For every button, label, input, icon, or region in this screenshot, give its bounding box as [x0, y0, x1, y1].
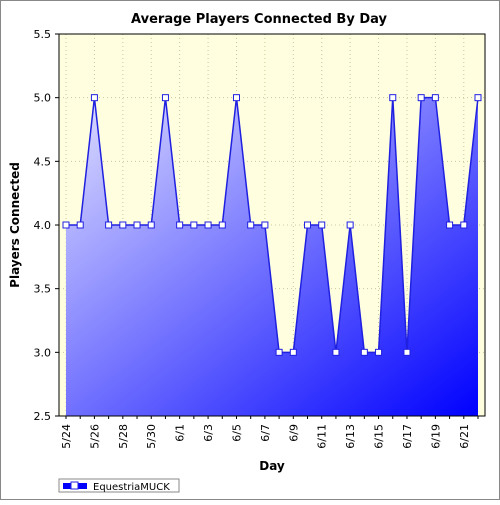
data-point [332, 348, 340, 356]
data-point [460, 221, 468, 229]
data-point [133, 221, 141, 229]
x-tick-label: 6/5 [230, 424, 243, 442]
x-tick-label: 6/13 [344, 424, 357, 449]
x-tick-label: 5/26 [88, 424, 101, 449]
legend-marker [70, 481, 79, 490]
data-point [105, 221, 113, 229]
x-tick-label: 6/3 [202, 424, 215, 442]
y-tick-label: 3.5 [34, 283, 52, 296]
data-point [218, 221, 226, 229]
series-area [66, 97, 478, 417]
y-tick-label: 5.0 [34, 92, 52, 105]
data-point [275, 348, 283, 356]
data-point [304, 221, 312, 229]
x-tick-label: 5/28 [117, 424, 130, 449]
data-point [62, 221, 70, 229]
data-point [147, 221, 155, 229]
x-tick-label: 5/24 [60, 424, 73, 449]
x-tick-label: 6/19 [429, 424, 442, 449]
x-tick-label: 6/21 [458, 424, 471, 449]
legend: EquestriaMUCK [58, 478, 180, 493]
data-point [204, 221, 212, 229]
x-tick-label: 6/1 [174, 424, 187, 442]
data-point [161, 94, 169, 102]
x-tick-label: 6/11 [316, 424, 329, 449]
x-tick-label: 5/30 [145, 424, 158, 449]
x-axis-ticks: 5/24 5/26 5/28 5/30 6/1 6/3 6/5 6/7 6/9 6/11 6/13 6… [60, 416, 479, 449]
data-point [289, 348, 297, 356]
data-point [176, 221, 184, 229]
x-tick-label: 6/9 [287, 424, 300, 442]
data-point [417, 94, 425, 102]
legend-label: EquestriaMUCK [93, 482, 170, 493]
data-point [389, 94, 397, 102]
data-point [247, 221, 255, 229]
x-tick-label: 6/7 [259, 424, 272, 442]
chart-title: Average Players Connected By Day [131, 12, 387, 27]
data-point [403, 348, 411, 356]
data-point [90, 94, 98, 102]
data-point [190, 221, 198, 229]
y-axis-ticks: 2.5 3.0 3.5 4.0 4.5 5.0 5.5 [34, 28, 59, 423]
data-point [346, 221, 354, 229]
y-tick-label: 3.0 [34, 346, 52, 359]
x-tick-label: 6/17 [401, 424, 414, 449]
legend-box [58, 478, 180, 493]
x-tick-label: 6/15 [373, 424, 386, 449]
data-point [76, 221, 84, 229]
y-tick-label: 4.0 [34, 219, 52, 232]
data-point [261, 221, 269, 229]
data-point [431, 94, 439, 102]
series-points [62, 94, 482, 356]
data-point [119, 221, 127, 229]
y-axis-title: Players Connected [8, 162, 22, 288]
data-point [318, 221, 326, 229]
y-tick-label: 2.5 [34, 410, 52, 423]
data-point [474, 94, 482, 102]
y-tick-label: 4.5 [34, 155, 52, 168]
data-point [446, 221, 454, 229]
x-axis-title: Day [259, 459, 285, 473]
data-point [375, 348, 383, 356]
y-tick-label: 5.5 [34, 28, 52, 41]
data-point [360, 348, 368, 356]
data-point [232, 94, 240, 102]
